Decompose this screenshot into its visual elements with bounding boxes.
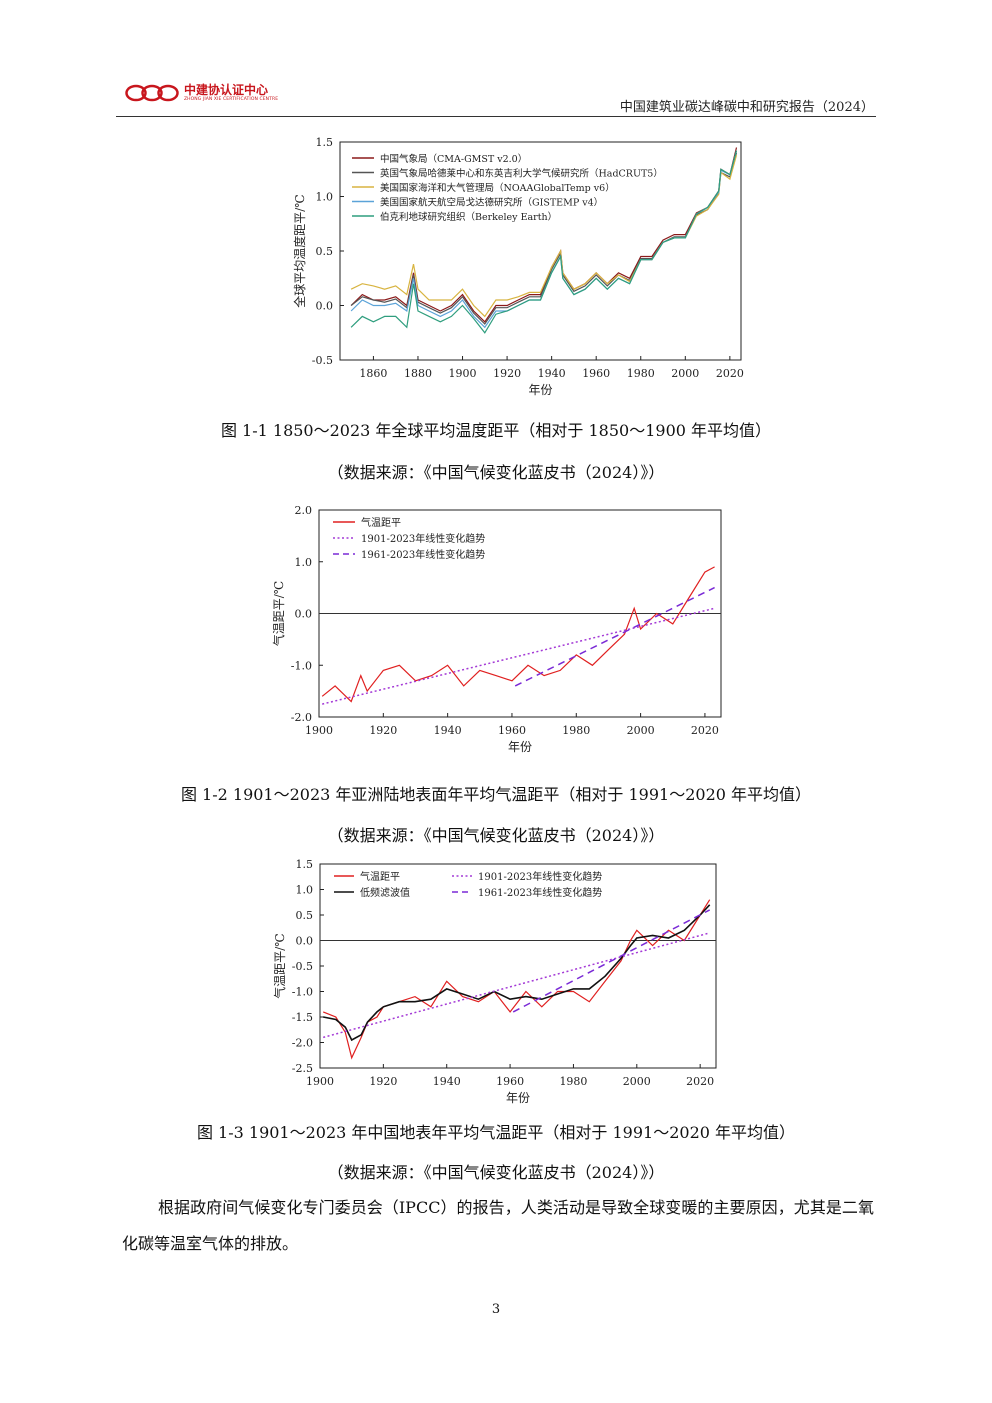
series-line-4 bbox=[350, 150, 738, 334]
x-tick-label: 2000 bbox=[623, 1075, 651, 1088]
y-tick-label: 2.0 bbox=[295, 504, 313, 517]
header-logo: 中建协认证中心 ZHONG JIAN XIE CERTIFICATION CEN… bbox=[124, 80, 278, 106]
y-tick-label: 0.5 bbox=[316, 245, 334, 258]
figure-1-1-source: （数据来源：《中国气候变化蓝皮书（2024）》） bbox=[327, 463, 665, 482]
y-tick-label: -0.5 bbox=[312, 354, 333, 367]
x-tick-label: 1900 bbox=[305, 724, 333, 737]
x-tick-label: 2000 bbox=[671, 367, 699, 380]
x-tick-label: 1880 bbox=[404, 367, 432, 380]
legend-label-3: 美国国家航天航空局戈达德研究所（GISTEMP v4） bbox=[380, 197, 603, 209]
legend-label-1: 英国气象局哈德莱中心和东英吉利大学气候研究所（HadCRUT5） bbox=[380, 168, 663, 180]
y-axis-title: 全球平均温度距平/℃ bbox=[292, 194, 307, 307]
y-tick-label: 0.0 bbox=[295, 608, 313, 621]
x-axis-title: 年份 bbox=[506, 1091, 530, 1105]
x-tick-label: 1940 bbox=[434, 724, 462, 737]
x-tick-label: 1900 bbox=[449, 367, 477, 380]
y-axis-title: 气温距平/℃ bbox=[272, 933, 287, 998]
body-paragraph: 根据政府间气候变化专门委员会（IPCC）的报告，人类活动是导致全球变暖的主要原因… bbox=[122, 1198, 874, 1253]
series-line-0 bbox=[322, 899, 711, 1060]
series-line-2 bbox=[514, 586, 715, 687]
legend-label-2: 1901-2023年线性变化趋势 bbox=[478, 870, 602, 883]
x-tick-label: 1960 bbox=[498, 724, 526, 737]
figure-1-3-chart: -2.5 -2.0 -1.5 -1.0 -0.5 0.0 0.5 1.0 1.5 1900 1920… bbox=[272, 858, 717, 1105]
legend-label-2: 1961-2023年线性变化趋势 bbox=[361, 548, 485, 561]
figure-1-3-caption: 图 1-3 1901～2023 年中国地表年平均气温距平（相对于 1991～20… bbox=[196, 1123, 796, 1142]
figure-1-1-chart: -0.5 0.0 0.5 1.0 1.5 1860 1880 1900 1920 1940 1960… bbox=[292, 136, 744, 397]
figure-1-3-source: （数据来源：《中国气候变化蓝皮书（2024）》） bbox=[327, 1163, 665, 1182]
y-tick-label: -0.5 bbox=[292, 960, 313, 973]
y-tick-label: 1.0 bbox=[316, 191, 334, 204]
x-tick-label: 1900 bbox=[306, 1075, 334, 1088]
y-tick-label: -2.0 bbox=[292, 1037, 313, 1050]
legend-label-0: 气温距平 bbox=[361, 516, 401, 529]
y-tick-label: -2.5 bbox=[292, 1062, 313, 1075]
x-tick-label: 1980 bbox=[562, 724, 590, 737]
figure-1-1-caption: 图 1-1 1850～2023 年全球平均温度距平（相对于 1850～1900 … bbox=[220, 421, 772, 440]
header-divider bbox=[116, 116, 876, 117]
legend: 中国气象局（CMA-GMST v2.0） 英国气象局哈德莱中心和东英吉利大学气候研… bbox=[352, 153, 663, 223]
legend-label-1: 1901-2023年线性变化趋势 bbox=[361, 532, 485, 545]
y-tick-label: 1.5 bbox=[296, 858, 314, 871]
series-line-1 bbox=[323, 904, 711, 1042]
running-header-title: 中国建筑业碳达峰碳中和研究报告（2024） bbox=[619, 100, 874, 115]
legend-label-1: 低频滤波值 bbox=[360, 886, 410, 899]
series-line-1 bbox=[322, 607, 715, 705]
legend: 气温距平 1901-2023年线性变化趋势 1961-2023年线性变化趋势 bbox=[333, 516, 485, 561]
y-tick-label: 0.0 bbox=[296, 935, 314, 948]
x-tick-label: 1960 bbox=[582, 367, 610, 380]
y-tick-label: 1.0 bbox=[296, 884, 314, 897]
logo-chinese-name: 中建协认证中心 bbox=[184, 82, 269, 97]
x-tick-label: 1980 bbox=[627, 367, 655, 380]
x-tick-label: 2000 bbox=[627, 724, 655, 737]
logo-rings-icon bbox=[125, 84, 179, 102]
x-tick-label: 1940 bbox=[538, 367, 566, 380]
figure-1-2-caption: 图 1-2 1901～2023 年亚洲陆地表面年平均气温距平（相对于 1991～… bbox=[180, 785, 812, 804]
x-tick-label: 1920 bbox=[369, 724, 397, 737]
x-tick-label: 2020 bbox=[691, 724, 719, 737]
legend-label-4: 伯克利地球研究组织（Berkeley Earth） bbox=[380, 211, 557, 223]
y-axis-title: 气温距平/℃ bbox=[271, 581, 286, 646]
series-line-2 bbox=[323, 932, 710, 1039]
x-axis-title: 年份 bbox=[508, 740, 532, 754]
y-tick-label: 0.5 bbox=[296, 909, 314, 922]
logo-english-name: ZHONG JIAN XIE CERTIFICATION CENTRE bbox=[184, 96, 279, 102]
legend-label-0: 中国气象局（CMA-GMST v2.0） bbox=[380, 153, 527, 165]
series-line-0 bbox=[321, 566, 715, 703]
y-tick-label: -1.0 bbox=[291, 659, 312, 672]
series-line-3 bbox=[512, 909, 711, 1013]
page-number: 3 bbox=[491, 1302, 501, 1317]
y-tick-label: 1.0 bbox=[295, 556, 313, 569]
x-tick-label: 1980 bbox=[559, 1075, 587, 1088]
x-tick-label: 1960 bbox=[496, 1075, 524, 1088]
x-tick-label: 2020 bbox=[716, 367, 744, 380]
x-axis-title: 年份 bbox=[528, 383, 552, 397]
x-tick-label: 1860 bbox=[359, 367, 387, 380]
legend-label-0: 气温距平 bbox=[360, 870, 400, 883]
y-tick-label: 1.5 bbox=[316, 136, 334, 149]
legend-label-2: 美国国家海洋和大气管理局（NOAAGlobalTemp v6） bbox=[380, 182, 615, 194]
x-tick-label: 1920 bbox=[369, 1075, 397, 1088]
y-tick-label: 0.0 bbox=[316, 300, 334, 313]
figure-1-2-source: （数据来源：《中国气候变化蓝皮书（2024）》） bbox=[327, 826, 665, 845]
x-tick-label: 2020 bbox=[686, 1075, 714, 1088]
y-tick-label: -2.0 bbox=[291, 711, 312, 724]
x-tick-label: 1940 bbox=[433, 1075, 461, 1088]
figure-1-2-chart: -2.0 -1.0 0.0 1.0 2.0 1900 1920 1940 1960 1980 200… bbox=[271, 504, 722, 754]
x-tick-label: 1920 bbox=[493, 367, 521, 380]
y-tick-label: -1.5 bbox=[292, 1011, 313, 1024]
legend-label-3: 1961-2023年线性变化趋势 bbox=[478, 886, 602, 899]
y-tick-label: -1.0 bbox=[292, 986, 313, 999]
